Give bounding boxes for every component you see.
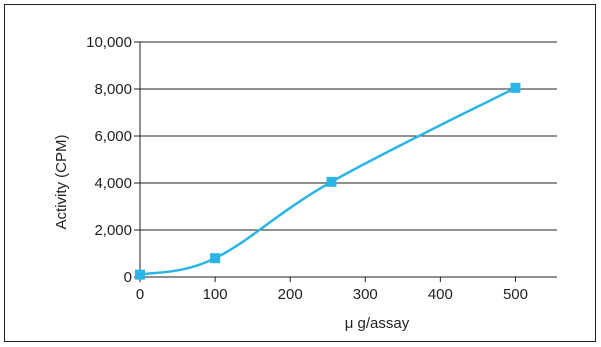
y-tick-label: 10,000 [86, 34, 132, 51]
x-tick-label: 500 [503, 286, 528, 303]
y-tick-label: 0 [124, 269, 132, 286]
y-tick-label: 2,000 [94, 222, 132, 239]
data-point-marker [510, 82, 521, 93]
y-tick-label: 8,000 [94, 81, 132, 98]
data-point-marker [135, 269, 145, 280]
data-point-marker [326, 176, 337, 187]
y-tick-label: 6,000 [94, 128, 132, 145]
x-tick-label: 0 [136, 286, 144, 303]
x-tick-label: 400 [428, 286, 453, 303]
x-axis-title: μ g/assay [345, 315, 410, 332]
x-tick-labels: 0 100 200 300 400 500 [136, 286, 528, 303]
x-tick-label: 100 [203, 286, 228, 303]
y-tick-labels: 0 2,000 4,000 6,000 8,000 10,000 [86, 34, 132, 286]
x-tick-label: 300 [353, 286, 378, 303]
y-axis-title: Activity (CPM) [53, 135, 70, 230]
data-point-marker [210, 253, 221, 264]
grid-lines [134, 41, 557, 231]
chart-frame [4, 4, 596, 342]
series-layer [135, 82, 521, 280]
y-tick-label: 4,000 [94, 175, 132, 192]
series-line [139, 86, 517, 276]
axes [134, 42, 557, 282]
x-tick-label: 200 [278, 286, 303, 303]
